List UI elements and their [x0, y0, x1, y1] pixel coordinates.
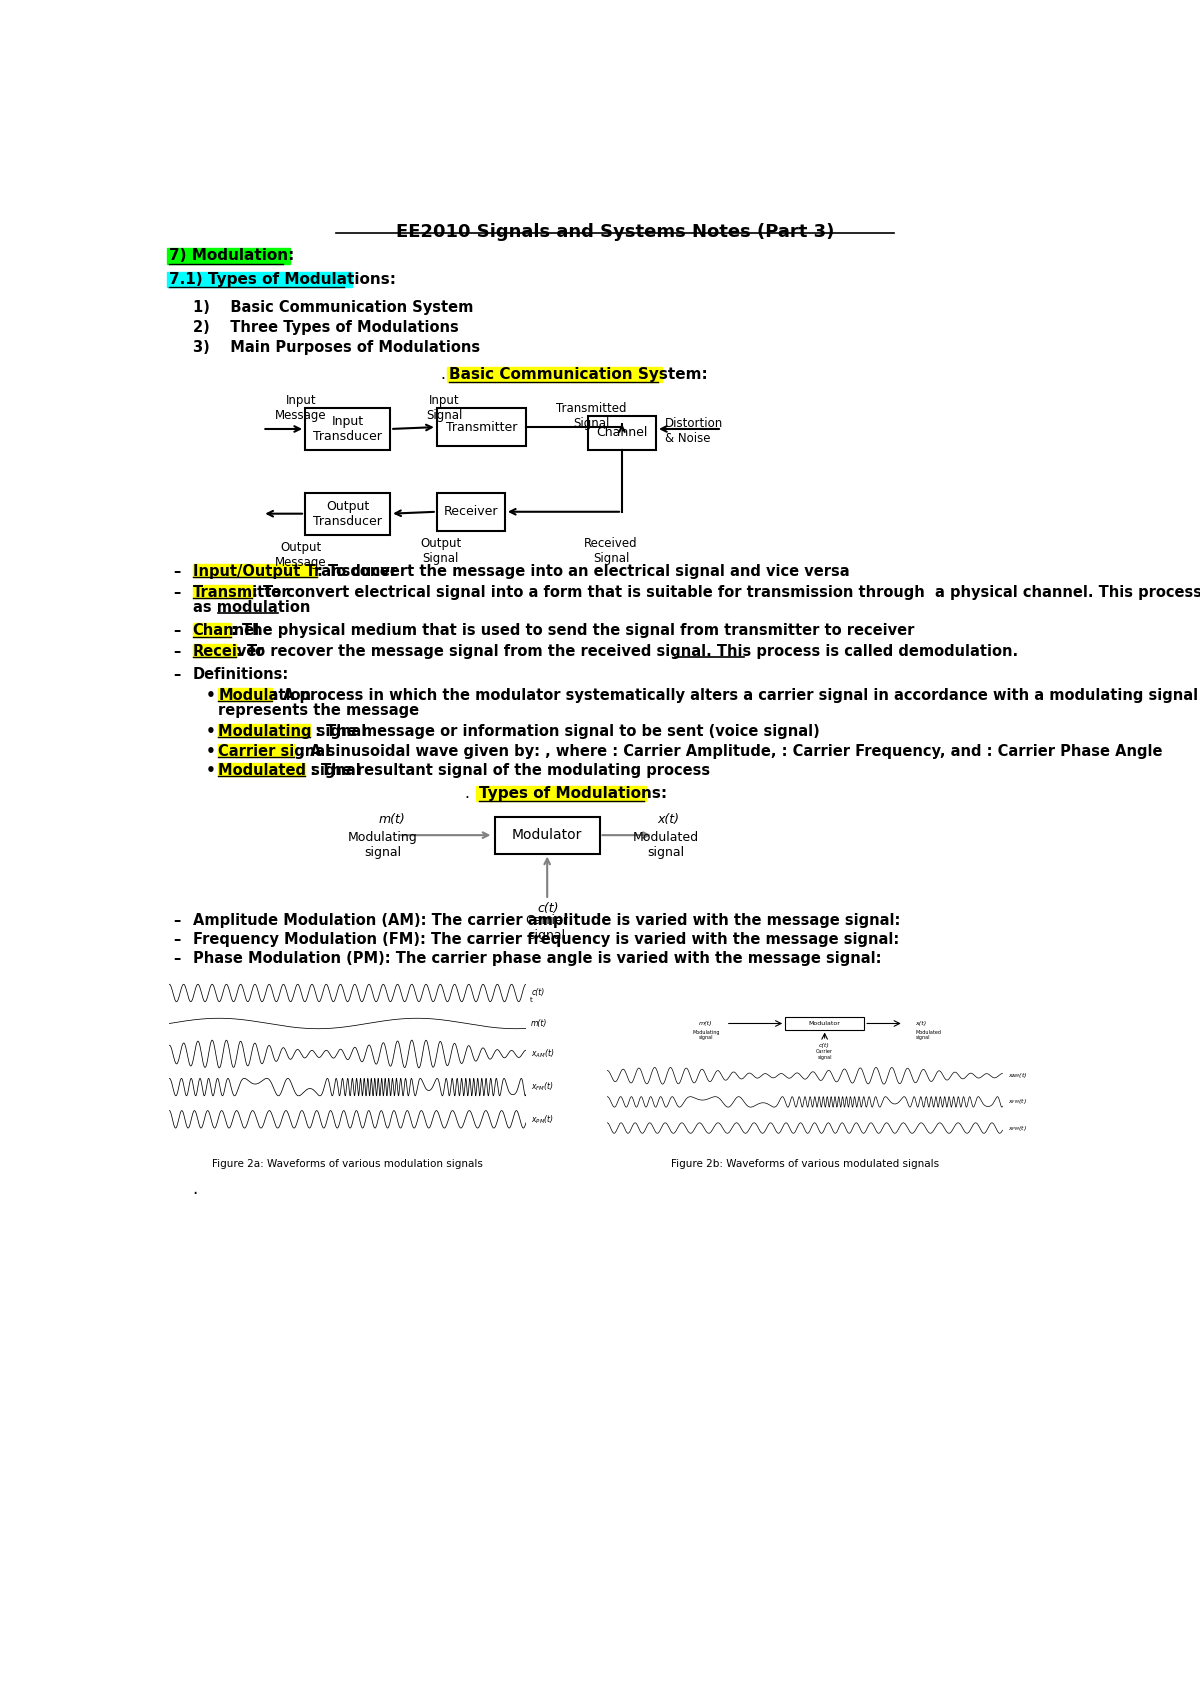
Text: Transmitter: Transmitter — [193, 584, 289, 599]
Bar — [446, 367, 662, 382]
Text: : To convert the message into an electrical signal and vice versa: : To convert the message into an electri… — [317, 564, 850, 579]
Text: 7) Modulation:: 7) Modulation: — [169, 248, 295, 263]
Text: Basic Communication System:: Basic Communication System: — [449, 367, 708, 382]
Bar — [588, 416, 656, 450]
Text: c(t): c(t) — [538, 902, 559, 915]
Text: –: – — [173, 932, 180, 947]
Bar — [218, 762, 305, 776]
Text: as modulation: as modulation — [193, 601, 310, 615]
Text: : The resultant signal of the modulating process: : The resultant signal of the modulating… — [305, 762, 710, 778]
Text: 2)    Three Types of Modulations: 2) Three Types of Modulations — [193, 319, 458, 335]
Text: Phase Modulation (PM): The carrier phase angle is varied with the message signal: Phase Modulation (PM): The carrier phase… — [193, 951, 881, 966]
Text: Carrier signal: Carrier signal — [218, 744, 330, 759]
Text: Input
Transducer: Input Transducer — [313, 414, 382, 443]
Text: Figure 2b: Waveforms of various modulated signals: Figure 2b: Waveforms of various modulate… — [671, 1160, 938, 1170]
Bar — [218, 744, 294, 757]
Text: •: • — [206, 725, 216, 739]
Text: –: – — [173, 564, 180, 579]
Text: Receiver: Receiver — [193, 644, 264, 659]
Text: Modulated signal: Modulated signal — [218, 762, 361, 778]
Text: –: – — [173, 584, 180, 599]
Text: Modulating
signal: Modulating signal — [348, 830, 418, 859]
Text: Input
Message: Input Message — [275, 394, 326, 421]
Text: Types of Modulations:: Types of Modulations: — [479, 786, 667, 801]
Bar — [218, 725, 311, 737]
Text: : To recover the message signal from the received signal. This process is called: : To recover the message signal from the… — [236, 644, 1018, 659]
Text: 3)    Main Purposes of Modulations: 3) Main Purposes of Modulations — [193, 340, 480, 355]
Text: Distortion
& Noise: Distortion & Noise — [665, 418, 724, 445]
Text: •: • — [206, 744, 216, 759]
Text: –: – — [173, 951, 180, 966]
Bar — [193, 564, 317, 577]
Text: .: . — [193, 1180, 198, 1199]
Text: Output
Message: Output Message — [275, 542, 326, 569]
Text: Modulation: Modulation — [218, 688, 311, 703]
Text: represents the message: represents the message — [218, 703, 419, 718]
Text: Received
Signal: Received Signal — [584, 537, 638, 565]
Text: : To convert electrical signal into a form that is suitable for transmission thr: : To convert electrical signal into a fo… — [252, 584, 1200, 599]
Text: –: – — [173, 623, 180, 638]
Text: Figure 2a: Waveforms of various modulation signals: Figure 2a: Waveforms of various modulati… — [212, 1160, 484, 1170]
Text: –: – — [173, 914, 180, 927]
Text: Transmitter: Transmitter — [445, 421, 517, 433]
Text: Modulated
signal: Modulated signal — [632, 830, 698, 859]
Text: : The message or information signal to be sent (voice signal): : The message or information signal to b… — [311, 725, 820, 739]
Bar — [475, 786, 646, 801]
Text: Channel: Channel — [193, 623, 259, 638]
Text: EE2010 Signals and Systems Notes (Part 3): EE2010 Signals and Systems Notes (Part 3… — [396, 222, 834, 241]
Text: Channel: Channel — [596, 426, 648, 440]
Text: Modulating signal: Modulating signal — [218, 725, 366, 739]
Text: Receiver: Receiver — [444, 506, 498, 518]
Text: : A sinusoidal wave given by: , where : Carrier Amplitude, : Carrier Frequency, : : A sinusoidal wave given by: , where : … — [294, 744, 1163, 759]
Bar — [218, 688, 272, 701]
Bar — [437, 492, 505, 531]
Text: .: . — [464, 786, 469, 801]
Text: –: – — [173, 644, 180, 659]
Text: .: . — [440, 367, 445, 382]
Bar — [494, 817, 600, 854]
Bar — [167, 272, 352, 287]
Bar — [305, 492, 390, 535]
Text: 1)    Basic Communication System: 1) Basic Communication System — [193, 301, 473, 316]
Text: •: • — [206, 688, 216, 703]
Text: : A process in which the modulator systematically alters a carrier signal in acc: : A process in which the modulator syste… — [272, 688, 1200, 703]
Bar — [193, 623, 230, 637]
Text: •: • — [206, 762, 216, 778]
Text: : The physical medium that is used to send the signal from transmitter to receiv: : The physical medium that is used to se… — [230, 623, 914, 638]
Bar — [167, 248, 289, 263]
Text: Amplitude Modulation (AM): The carrier amplitude is varied with the message sign: Amplitude Modulation (AM): The carrier a… — [193, 914, 900, 927]
Text: m(t): m(t) — [379, 813, 406, 825]
Bar — [193, 644, 236, 657]
Text: Modulator: Modulator — [512, 829, 582, 842]
Bar — [193, 584, 252, 598]
Text: x(t): x(t) — [658, 813, 679, 825]
Text: 7.1) Types of Modulations:: 7.1) Types of Modulations: — [169, 272, 396, 287]
Text: Carrier
signal: Carrier signal — [526, 914, 569, 942]
Text: Transmitted
Signal: Transmitted Signal — [557, 402, 628, 430]
Text: Output
Signal: Output Signal — [420, 537, 461, 565]
Text: Input/Output Transducer: Input/Output Transducer — [193, 564, 397, 579]
Bar — [437, 408, 526, 447]
Text: –: – — [173, 667, 180, 683]
Text: Input
Signal: Input Signal — [426, 394, 463, 421]
Text: Frequency Modulation (FM): The carrier frequency is varied with the message sign: Frequency Modulation (FM): The carrier f… — [193, 932, 899, 947]
Text: Output
Transducer: Output Transducer — [313, 499, 382, 528]
Bar — [305, 408, 390, 450]
Text: Definitions:: Definitions: — [193, 667, 289, 683]
